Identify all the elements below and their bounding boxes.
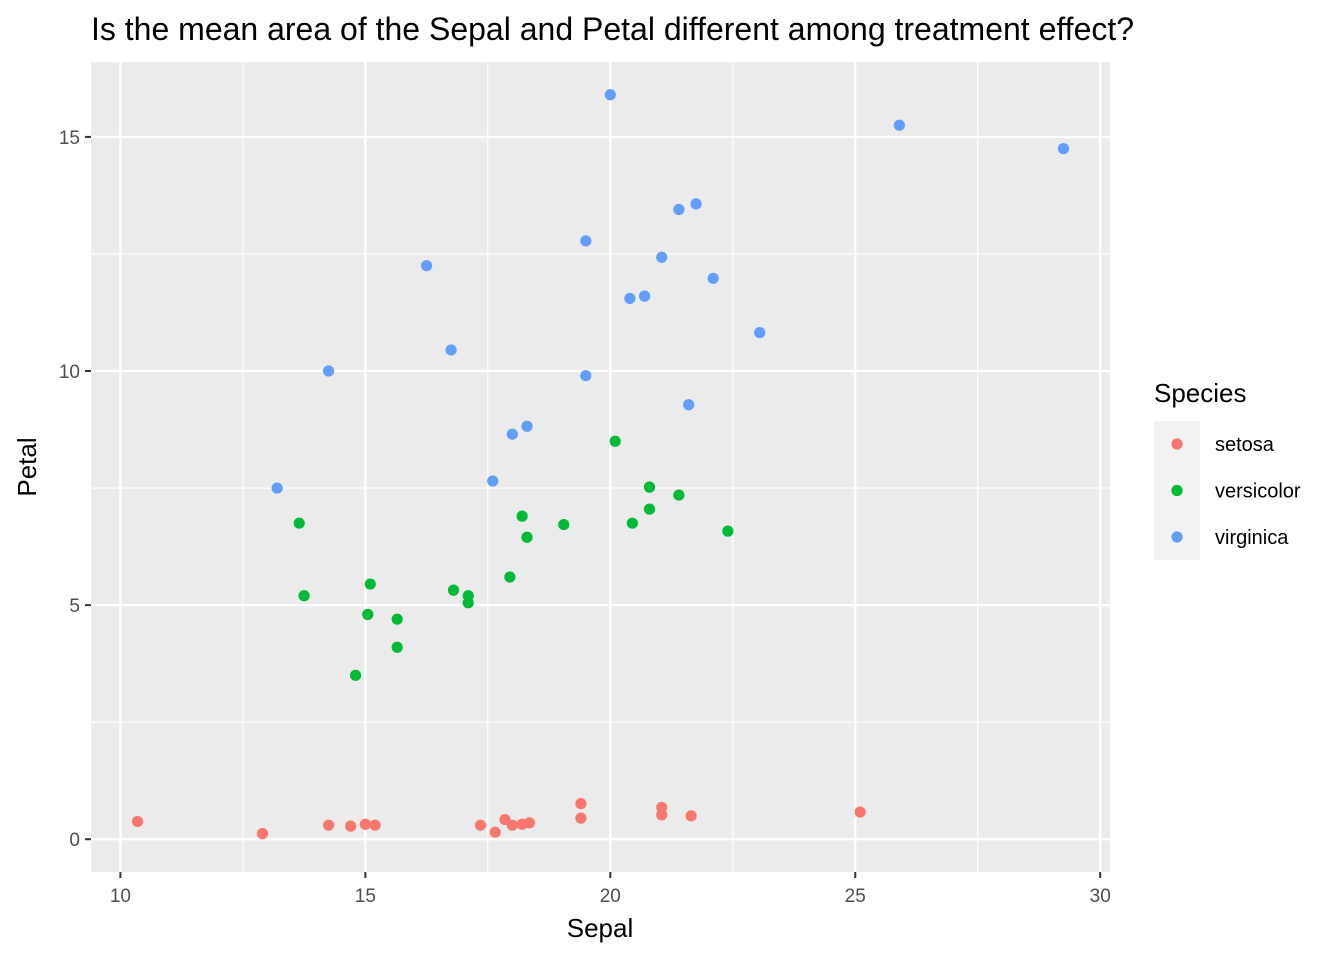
point-versicolor	[364, 578, 376, 590]
y-tick-label: 0	[69, 830, 80, 851]
x-axis-title: Sepal	[567, 913, 634, 943]
point-setosa	[685, 810, 697, 822]
chart-title: Is the mean area of the Sepal and Petal …	[91, 11, 1134, 47]
legend-label-setosa: setosa	[1215, 434, 1275, 456]
point-setosa	[854, 806, 866, 818]
point-virginica	[673, 203, 685, 216]
point-versicolor	[626, 517, 638, 529]
point-virginica	[580, 235, 592, 247]
point-versicolor	[298, 590, 310, 602]
point-virginica	[754, 327, 766, 339]
y-tick-label: 10	[59, 362, 80, 383]
point-setosa	[131, 815, 144, 828]
point-setosa	[359, 818, 371, 830]
point-setosa	[656, 809, 668, 821]
y-tick-label: 15	[59, 128, 80, 149]
point-virginica	[638, 290, 651, 302]
point-versicolor	[722, 525, 734, 537]
x-tick-label: 25	[845, 886, 866, 907]
point-setosa	[575, 812, 587, 824]
point-virginica	[624, 292, 636, 305]
data-points	[131, 89, 1070, 840]
y-axis-title: Petal	[12, 437, 42, 496]
point-versicolor	[558, 518, 570, 531]
point-setosa	[474, 819, 487, 831]
point-virginica	[271, 482, 283, 494]
point-versicolor	[391, 613, 403, 625]
legend-label-virginica: virginica	[1215, 527, 1289, 549]
legend-key-versicolor	[1171, 484, 1183, 497]
point-virginica	[445, 344, 457, 356]
point-versicolor	[516, 510, 528, 522]
point-setosa	[345, 820, 357, 832]
plot-panel	[91, 62, 1110, 872]
point-setosa	[575, 798, 587, 810]
point-virginica	[506, 428, 518, 440]
legend-title: Species	[1154, 378, 1247, 408]
point-setosa	[256, 828, 269, 840]
point-versicolor	[643, 503, 656, 515]
point-setosa	[323, 819, 335, 831]
point-virginica	[420, 260, 433, 272]
x-tick-label: 30	[1090, 886, 1111, 907]
point-virginica	[893, 119, 905, 131]
y-tick-label: 5	[69, 596, 80, 617]
x-tick-label: 15	[355, 886, 376, 907]
point-virginica	[521, 420, 533, 432]
point-versicolor	[673, 489, 685, 501]
point-virginica	[580, 370, 592, 382]
point-versicolor	[447, 584, 460, 596]
point-virginica	[604, 89, 616, 101]
point-virginica	[690, 198, 702, 210]
point-setosa	[506, 819, 518, 831]
point-versicolor	[462, 597, 474, 609]
point-versicolor	[391, 641, 403, 653]
point-setosa	[489, 826, 501, 838]
x-tick-label: 20	[600, 886, 621, 907]
point-setosa	[523, 817, 536, 829]
point-versicolor	[293, 517, 305, 529]
legend-label-versicolor: versicolor	[1215, 481, 1301, 503]
point-virginica	[683, 399, 695, 411]
point-versicolor	[349, 669, 362, 681]
legend: Species setosa versicolor virginica	[1154, 378, 1301, 560]
point-versicolor	[609, 435, 621, 447]
x-axis: 10 15 20 25 30	[110, 872, 1111, 907]
point-versicolor	[504, 571, 516, 583]
point-virginica	[707, 272, 719, 284]
x-tick-label: 10	[110, 886, 131, 907]
point-versicolor	[643, 481, 656, 493]
point-virginica	[656, 251, 668, 263]
legend-key-virginica	[1171, 531, 1183, 543]
major-gridlines	[91, 62, 1110, 872]
point-virginica	[1057, 143, 1070, 155]
legend-key-setosa	[1171, 438, 1183, 450]
point-virginica	[323, 365, 335, 377]
y-axis: 0 5 10 15	[59, 128, 91, 851]
minor-gridlines	[91, 62, 1110, 872]
point-versicolor	[362, 608, 374, 621]
point-virginica	[487, 475, 499, 487]
point-versicolor	[521, 531, 533, 543]
point-setosa	[369, 819, 381, 831]
